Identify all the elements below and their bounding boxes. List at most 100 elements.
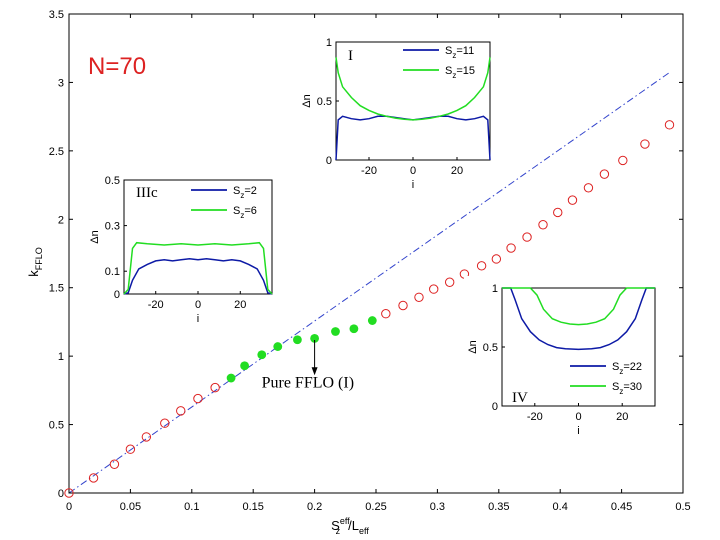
inset-y-label: Δn: [301, 94, 313, 107]
data-point: [310, 333, 319, 343]
data-point: [506, 243, 516, 253]
data-point: [349, 324, 359, 334]
data-point: [273, 342, 283, 351]
inset-x-tick-label: -20: [527, 411, 543, 423]
x-tick-label: 0.2: [307, 501, 322, 513]
data-point: [429, 284, 439, 294]
y-tick-label: 3.5: [49, 9, 64, 21]
inset-y-tick-label: 0: [326, 155, 332, 167]
main-plot: 0 0.05 0.1 0.15 0.2 0.25 0.3 0.35 0.4 0.45 0.5 0 0.5…: [26, 9, 691, 536]
inset-x-tick-label: 20: [234, 299, 246, 311]
data-point: [553, 207, 563, 218]
inset-x-tick-label: -20: [148, 299, 164, 311]
data-point: [476, 261, 487, 271]
data-point: [109, 459, 120, 469]
x-tick-label: 0.5: [675, 501, 690, 513]
legend-label: Sz=11: [445, 45, 474, 60]
legend-label: Sz=6: [233, 205, 257, 220]
inset-y-tick-label: 0.1: [105, 266, 120, 278]
inset-regime-label: IV: [512, 390, 528, 406]
inset-regime-label: I: [348, 48, 353, 64]
y-tick-label: 1.5: [49, 283, 64, 295]
x-tick-label: 0: [66, 501, 72, 513]
data-point: [444, 277, 455, 287]
x-tick-label: 0.4: [553, 501, 568, 513]
inset-x-tick-label: 0: [195, 299, 201, 311]
x-tick-label: 0.05: [120, 501, 141, 513]
inset-regime-label: IIIc: [136, 185, 158, 201]
inset-x-label: i: [412, 179, 414, 191]
inset-y-tick-label: 1: [492, 283, 498, 295]
inset-y-tick-label: 0.5: [317, 96, 332, 108]
data-point: [141, 432, 152, 442]
x-axis-label: Seff z/Leff: [331, 516, 369, 536]
x-tick-label: 0.15: [242, 501, 263, 513]
x-tick-label: 0.3: [430, 501, 445, 513]
inset-IIIc: -20 0 20 0 0.1 0.3 0.5 i Δn IIIc Sz=2 Sz=6: [86, 168, 278, 326]
data-point: [64, 488, 74, 498]
y-tick-label: 2.5: [49, 146, 64, 158]
inset-x-label: i: [577, 425, 579, 437]
inset-y-label: Δn: [467, 340, 479, 353]
inset-y-tick-label: 0.3: [105, 221, 120, 233]
inset-x-tick-label: 20: [616, 411, 628, 423]
inset-curve-Sz=6: [123, 241, 273, 295]
data-point: [125, 444, 136, 454]
data-point: [414, 292, 424, 302]
inset-y-tick-label: 0.5: [105, 175, 120, 187]
inset-IV: -20 0 20 0 0.5 1 i Δn IV Sz=22 Sz=30: [464, 276, 661, 438]
data-point: [522, 232, 532, 242]
x-tick-label: 0.35: [488, 501, 509, 513]
y-axis-label: kFFLO: [26, 247, 44, 277]
inset-y-tick-label: 0.5: [483, 342, 498, 354]
inset-x-tick-label: 0: [410, 165, 416, 177]
inset-curve-Sz=22: [502, 287, 655, 351]
data-point: [226, 373, 236, 383]
inset-x-tick-label: 20: [451, 165, 463, 177]
data-point: [618, 155, 628, 166]
data-point: [398, 300, 408, 311]
data-point: [88, 473, 99, 483]
y-tick-label: 0: [58, 488, 64, 500]
y-tick-label: 0.5: [49, 420, 64, 432]
data-point: [176, 406, 186, 416]
y-tick-label: 1: [58, 351, 64, 363]
annotation-text: Pure FFLO (I): [262, 374, 354, 391]
data-point: [293, 335, 302, 345]
inset-curve-Sz=15: [335, 57, 491, 121]
data-point: [210, 382, 220, 393]
data-point: [193, 393, 203, 404]
data-point: [491, 254, 502, 264]
legend-label: Sz=15: [445, 65, 475, 80]
data-point: [240, 361, 250, 371]
y-tick-label: 3: [58, 77, 64, 89]
inset-y-tick-label: 0: [114, 289, 120, 301]
data-point: [367, 316, 377, 325]
inset-x-label: i: [197, 313, 199, 325]
legend-label: Sz=30: [612, 381, 642, 396]
y-tick-label: 2: [58, 214, 64, 226]
x-tick-label: 0.45: [611, 501, 632, 513]
inset-x-tick-label: -20: [361, 165, 377, 177]
data-point: [640, 139, 650, 149]
inset-y-tick-label: 0: [492, 401, 498, 413]
data-point: [583, 183, 594, 193]
data-point: [381, 309, 391, 319]
data-point: [257, 350, 267, 360]
x-tick-label: 0.1: [184, 501, 199, 513]
legend-label: Sz=22: [612, 361, 642, 376]
data-point: [331, 327, 340, 336]
insets: -20 0 20 0 0.5 1 i Δn I Sz=11 Sz=15 -20 0 20 0 0.1 0.3 0.…: [86, 30, 661, 438]
inset-y-tick-label: 1: [326, 37, 332, 49]
series-filled-green: [226, 316, 377, 383]
inset-curve-Sz=30: [502, 287, 655, 326]
data-point: [599, 169, 610, 179]
inset-y-label: Δn: [89, 230, 101, 243]
legend-label: Sz=2: [233, 185, 257, 200]
data-point: [664, 120, 675, 130]
data-point: [160, 418, 170, 428]
inset-I: -20 0 20 0 0.5 1 i Δn I Sz=11 Sz=15: [298, 30, 496, 192]
data-point: [567, 195, 578, 205]
x-tick-label: 0.25: [365, 501, 386, 513]
